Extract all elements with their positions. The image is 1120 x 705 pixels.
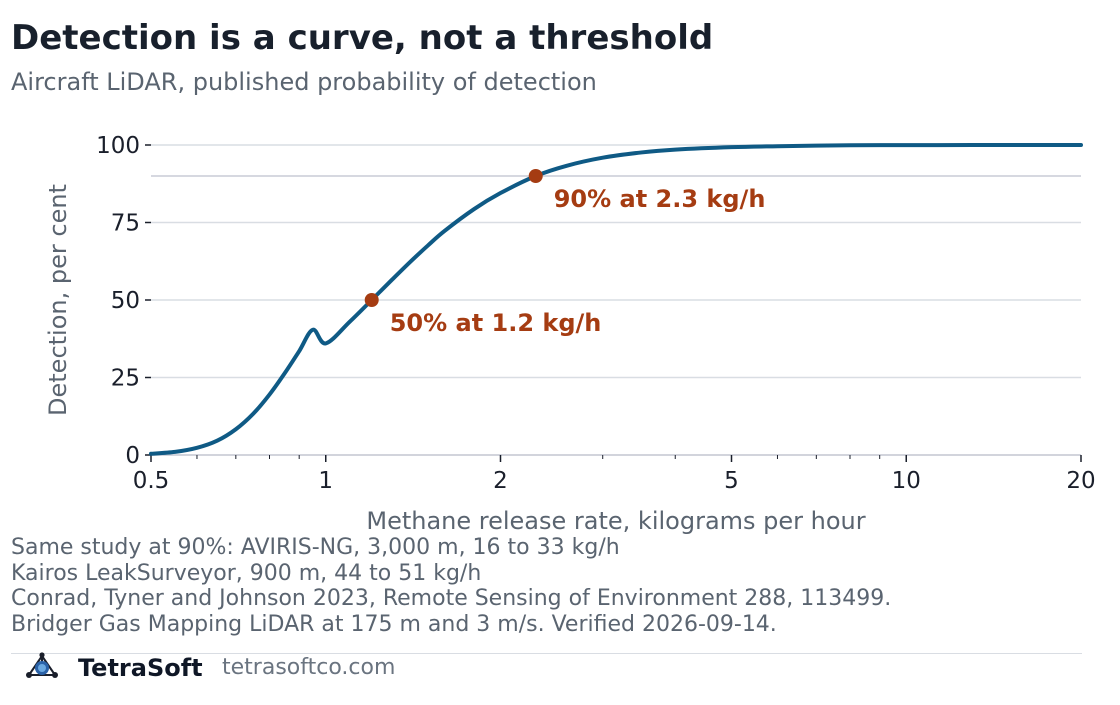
annotation-points: 50% at 1.2 kg/h 90% at 2.3 kg/h [364, 169, 766, 337]
y-axis-label: Detection, per cent [44, 184, 72, 416]
annotation-point [528, 169, 543, 183]
y-tick-label: 25 [111, 366, 140, 392]
note-line: Same study at 90%: AVIRIS-NG, 3,000 m, 1… [11, 535, 620, 560]
chart-subtitle: Aircraft LiDAR, published probability of… [11, 68, 597, 96]
x-tick-label: 1 [318, 468, 333, 494]
note-line: Bridger Gas Mapping LiDAR at 175 m and 3… [11, 611, 777, 637]
x-tick-label: 2 [493, 468, 508, 494]
x-tick-label: 0.5 [133, 468, 170, 494]
x-tick-label: 10 [892, 468, 921, 494]
chart-title: Detection is a curve, not a threshold [11, 18, 714, 58]
annotation-label: 50% at 1.2 kg/h [390, 309, 602, 337]
x-tick-label: 5 [724, 468, 739, 494]
source-notes: Same study at 90%: AVIRIS-NG, 3,000 m, 1… [11, 535, 891, 637]
annotation-point [364, 293, 379, 307]
website-link[interactable]: tetrasoftco.com [222, 655, 396, 680]
y-tick-label: 0 [125, 443, 140, 469]
note-line: Conrad, Tyner and Johnson 2023, Remote S… [11, 586, 892, 611]
footer-divider [11, 653, 1082, 654]
y-tick-label: 75 [111, 211, 140, 237]
note-line: Kairos LeakSurveyor, 900 m, 44 to 51 kg/… [11, 560, 482, 586]
tetrasoft-logo-icon [26, 652, 58, 678]
x-tick-label: 20 [1066, 468, 1095, 494]
y-tick-label: 50 [111, 288, 140, 314]
brand-name: TetraSoft [78, 654, 203, 682]
annotation-label: 90% at 2.3 kg/h [554, 185, 766, 213]
x-axis-label: Methane release rate, kilograms per hour [366, 507, 865, 535]
series-line [149, 142, 1083, 456]
series-layer [149, 142, 1083, 456]
y-tick-label: 100 [96, 133, 140, 159]
